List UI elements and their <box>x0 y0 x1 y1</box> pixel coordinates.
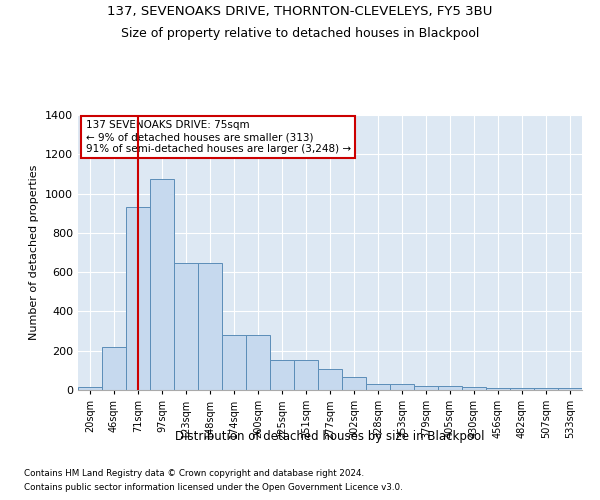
Bar <box>174 264 198 390</box>
Text: 137 SEVENOAKS DRIVE: 75sqm
← 9% of detached houses are smaller (313)
91% of semi: 137 SEVENOAKS DRIVE: 75sqm ← 9% of detac… <box>86 120 350 154</box>
Text: Distribution of detached houses by size in Blackpool: Distribution of detached houses by size … <box>175 430 485 443</box>
Bar <box>414 386 438 390</box>
Bar <box>534 388 558 390</box>
Bar <box>486 388 510 390</box>
Bar <box>126 208 150 390</box>
Bar <box>438 386 462 390</box>
Y-axis label: Number of detached properties: Number of detached properties <box>29 165 40 340</box>
Bar <box>102 347 126 390</box>
Text: Contains public sector information licensed under the Open Government Licence v3: Contains public sector information licen… <box>24 484 403 492</box>
Bar <box>318 370 342 390</box>
Text: 137, SEVENOAKS DRIVE, THORNTON-CLEVELEYS, FY5 3BU: 137, SEVENOAKS DRIVE, THORNTON-CLEVELEYS… <box>107 5 493 18</box>
Bar <box>462 387 486 390</box>
Text: Contains HM Land Registry data © Crown copyright and database right 2024.: Contains HM Land Registry data © Crown c… <box>24 468 364 477</box>
Bar <box>390 384 414 390</box>
Bar <box>558 388 582 390</box>
Bar <box>198 264 222 390</box>
Bar <box>78 387 102 390</box>
Text: Size of property relative to detached houses in Blackpool: Size of property relative to detached ho… <box>121 28 479 40</box>
Bar <box>510 388 534 390</box>
Bar <box>246 335 270 390</box>
Bar <box>222 335 246 390</box>
Bar <box>150 179 174 390</box>
Bar <box>270 360 294 390</box>
Bar <box>342 377 366 390</box>
Bar <box>294 360 318 390</box>
Bar <box>366 384 390 390</box>
